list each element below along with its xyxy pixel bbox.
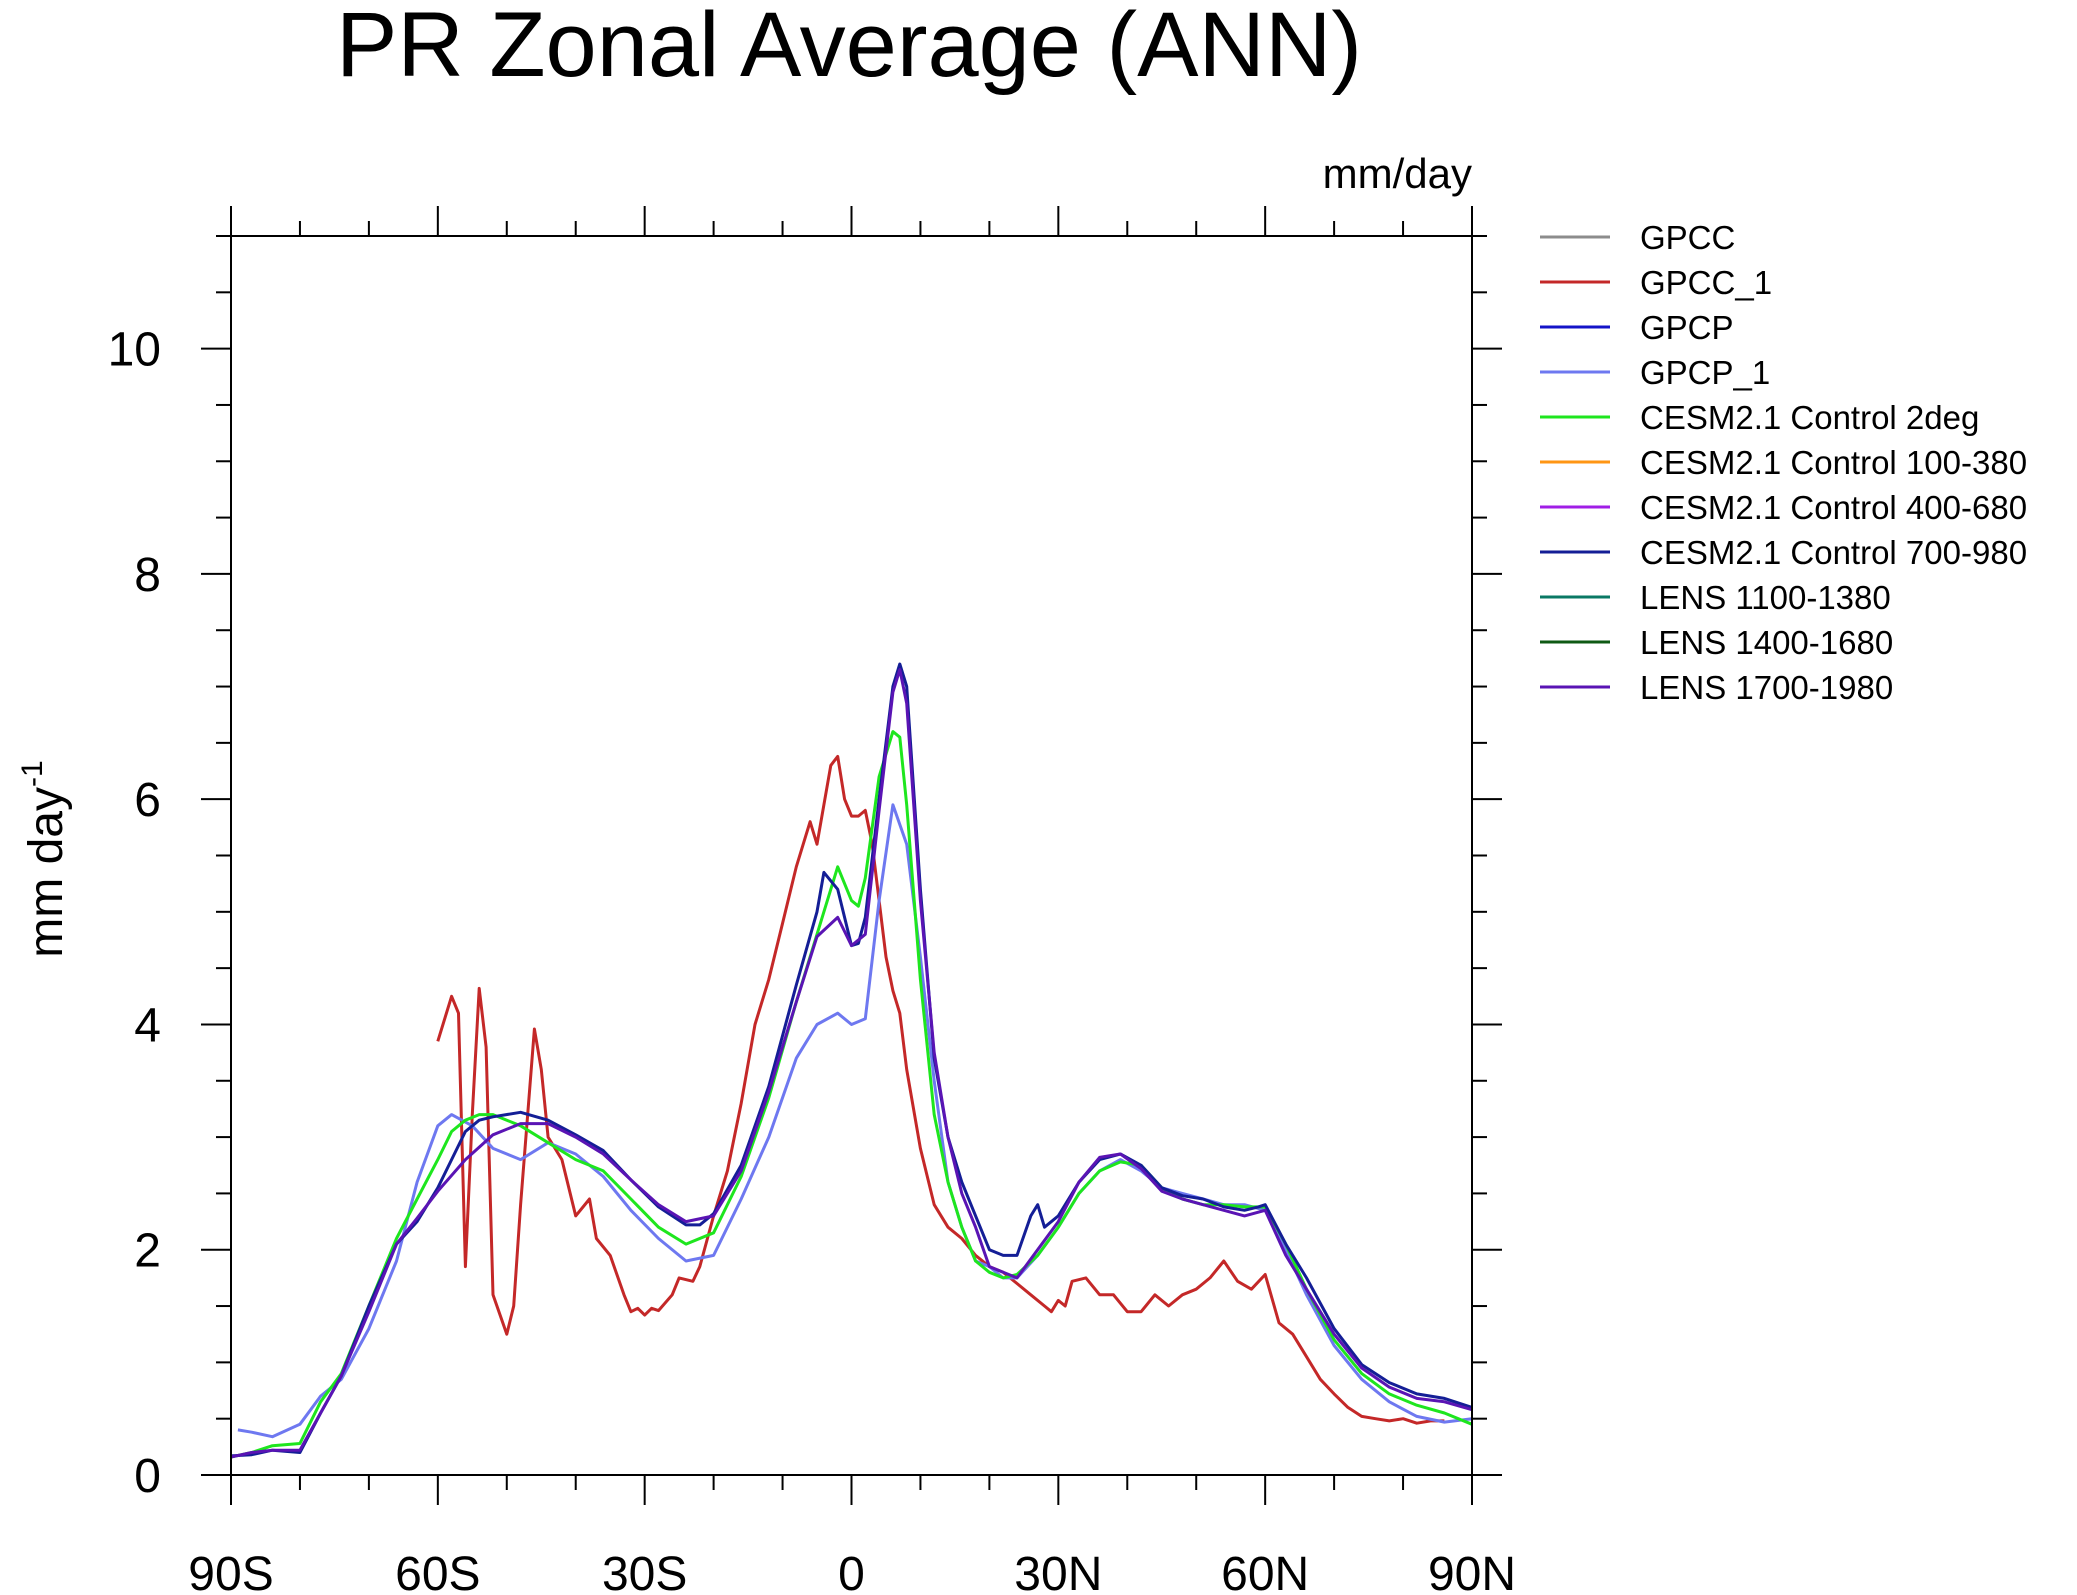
x-tick-label: 30N — [1014, 1548, 1102, 1595]
svg-text:mm day-1: mm day-1 — [16, 760, 73, 957]
legend-label: GPCC — [1640, 219, 1735, 256]
x-tick-label: 60S — [395, 1548, 480, 1595]
units-label: mm/day — [1323, 150, 1472, 197]
y-axis-label-text: mm day — [20, 787, 73, 958]
legend-label: LENS 1100-1380 — [1640, 579, 1891, 616]
legend-label: CESM2.1 Control 2deg — [1640, 399, 1979, 436]
legend-label: LENS 1700-1980 — [1640, 669, 1893, 706]
x-tick-label: 30S — [602, 1548, 687, 1595]
legend-label: CESM2.1 Control 700-980 — [1640, 534, 2027, 571]
x-tick-label: 0 — [838, 1548, 865, 1595]
chart-title: PR Zonal Average (ANN) — [336, 0, 1362, 96]
x-tick-label: 60N — [1221, 1548, 1309, 1595]
series-line-gpcc-1 — [436, 754, 1445, 1425]
y-axis-label-superscript: -1 — [16, 760, 49, 787]
series-line-gpcp-1 — [237, 803, 1473, 1439]
y-tick-label: 10 — [108, 324, 161, 377]
plot-frame — [230, 235, 1473, 1476]
legend-label: GPCP_1 — [1640, 354, 1770, 391]
y-tick-label: 8 — [134, 549, 161, 602]
series-line-cesm2-1-control-2deg — [230, 730, 1473, 1459]
y-tick-label: 0 — [134, 1450, 161, 1503]
legend: GPCC GPCC_1 GPCP GPCP_1 CESM2.1 Control 2deg… — [1540, 219, 2027, 706]
series-line-cesm2-1-control-700-980 — [230, 662, 1473, 1458]
axis-ticks — [201, 206, 1502, 1505]
legend-label: GPCC_1 — [1640, 264, 1772, 301]
series-line-lens-1700-1980 — [230, 668, 1473, 1459]
y-tick-label: 2 — [134, 1225, 161, 1278]
series-lines — [230, 662, 1473, 1459]
x-tick-label: 90S — [188, 1548, 273, 1595]
legend-label: LENS 1400-1680 — [1640, 624, 1893, 661]
y-tick-label: 6 — [134, 774, 161, 827]
legend-label: CESM2.1 Control 100-380 — [1640, 444, 2027, 481]
y-axis-label: mm day-1 — [16, 760, 73, 957]
legend-label: GPCP — [1640, 309, 1734, 346]
y-tick-label: 4 — [134, 999, 161, 1052]
legend-label: CESM2.1 Control 400-680 — [1640, 489, 2027, 526]
tick-labels: 90S 60S 30S 0 30N 60N 90N 0 2 4 6 8 10 — [108, 324, 1516, 1595]
x-tick-label: 90N — [1428, 1548, 1516, 1595]
